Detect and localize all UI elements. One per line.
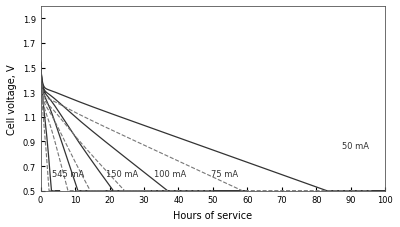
- Text: 75 mA: 75 mA: [211, 170, 238, 179]
- Text: 545 mA: 545 mA: [52, 170, 84, 179]
- Text: 100 mA: 100 mA: [154, 170, 186, 179]
- Text: 50 mA: 50 mA: [342, 141, 369, 150]
- Text: 150 mA: 150 mA: [106, 170, 138, 179]
- X-axis label: Hours of service: Hours of service: [173, 210, 252, 220]
- Y-axis label: Cell voltage, V: Cell voltage, V: [7, 64, 17, 134]
